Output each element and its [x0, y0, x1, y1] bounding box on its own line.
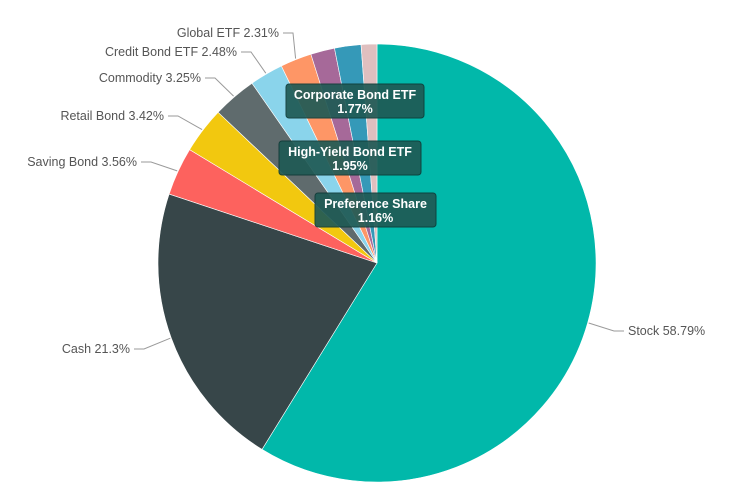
- slice-label-saving-bond: Saving Bond 3.56%: [27, 155, 137, 169]
- slice-label-global-etf: Global ETF 2.31%: [177, 26, 279, 40]
- leader-line: [241, 51, 267, 74]
- callout-box: [314, 192, 437, 228]
- callout-box: [285, 83, 425, 119]
- callout-value: 1.95%: [332, 159, 367, 173]
- pie-slice-stock[interactable]: [261, 43, 597, 483]
- callout-label: High-Yield Bond ETF: [288, 145, 412, 159]
- slice-label-commodity: Commodity 3.25%: [99, 71, 201, 85]
- callout-value: 1.16%: [358, 211, 393, 225]
- callout-value: 1.77%: [337, 102, 372, 116]
- slice-label-credit-bond-etf: Credit Bond ETF 2.48%: [105, 45, 237, 59]
- leader-line: [283, 32, 297, 59]
- callout-label: Corporate Bond ETF: [294, 88, 417, 102]
- leader-line: [134, 337, 171, 350]
- leader-line: [168, 115, 203, 131]
- leader-line: [205, 77, 234, 97]
- leader-line: [588, 322, 624, 332]
- slice-label-cash: Cash 21.3%: [62, 342, 130, 356]
- slice-label-stock: Stock 58.79%: [628, 324, 705, 338]
- slice-label-retail-bond: Retail Bond 3.42%: [60, 109, 164, 123]
- pie-slice-cash[interactable]: [157, 193, 378, 450]
- callout-label: Preference Share: [324, 197, 427, 211]
- leader-line: [141, 161, 178, 172]
- callout-box: [278, 140, 422, 176]
